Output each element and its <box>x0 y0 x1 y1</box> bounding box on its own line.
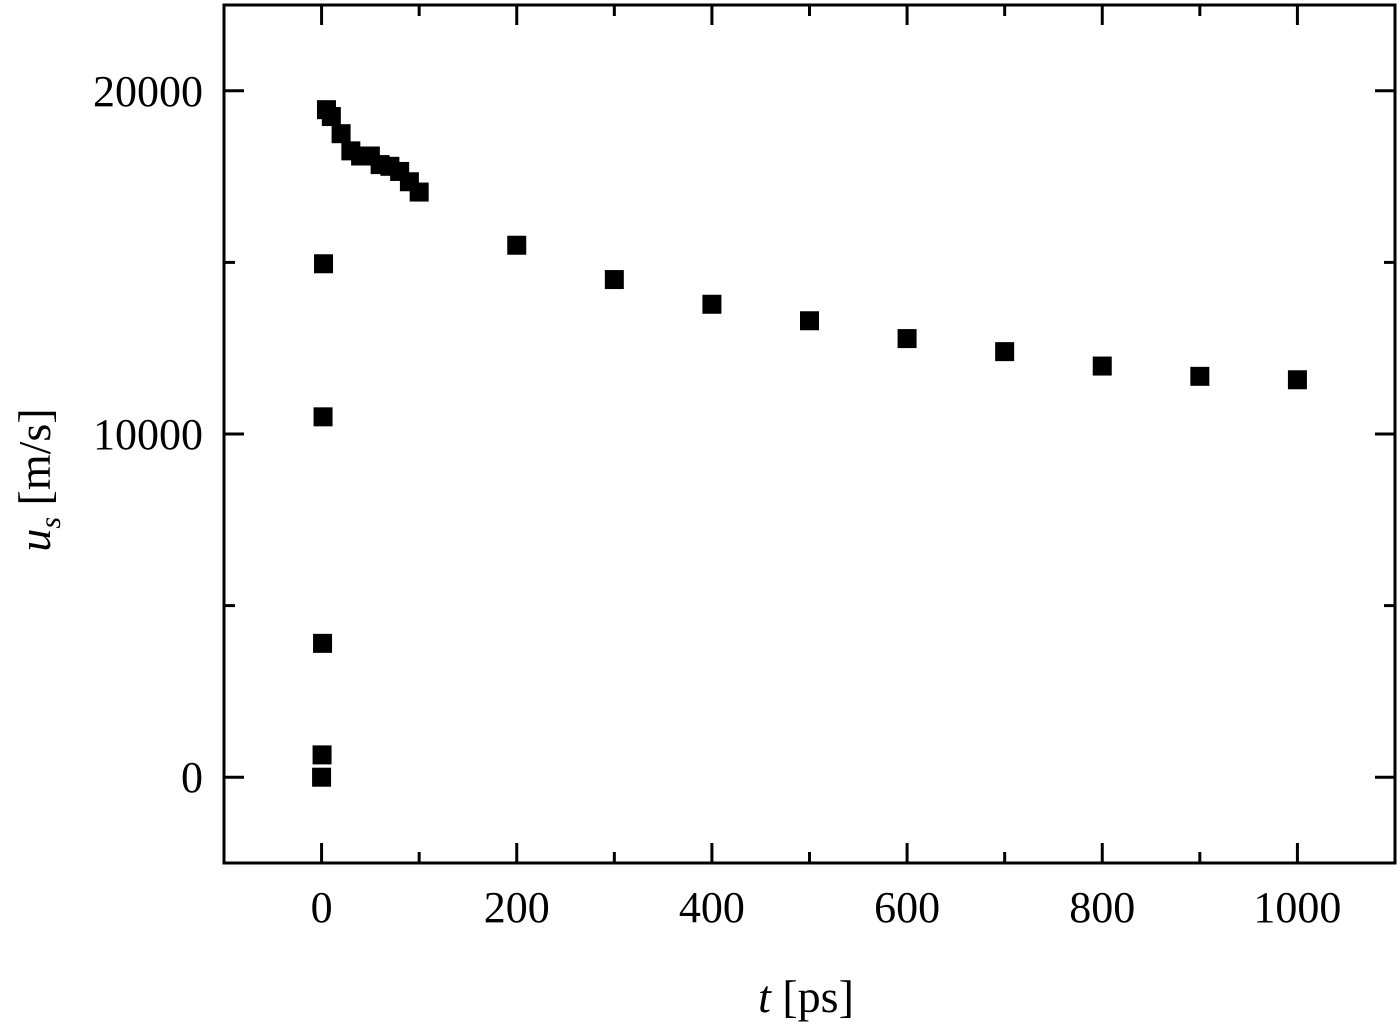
data-point <box>312 745 332 765</box>
data-point <box>507 235 527 255</box>
data-point <box>331 124 351 144</box>
x-tick-label: 800 <box>1069 883 1135 932</box>
x-axis-unit: [ps] <box>771 971 854 1022</box>
data-point <box>897 329 917 349</box>
y-axis-title: us [m/s] <box>9 408 67 551</box>
data-point <box>702 294 722 314</box>
data-point <box>604 270 624 290</box>
y-tick-label: 0 <box>181 753 203 802</box>
y-tick-label: 20000 <box>93 67 203 116</box>
data-point <box>1092 356 1112 376</box>
data-point <box>995 342 1015 362</box>
data-point <box>1287 370 1307 390</box>
data-point <box>800 311 819 331</box>
data-point <box>314 254 334 274</box>
y-axis-subscript: s <box>34 517 67 529</box>
y-axis-variable: u <box>9 529 60 552</box>
data-point <box>313 407 333 427</box>
x-axis-title: t [ps] <box>758 971 854 1022</box>
data-point <box>312 767 332 787</box>
data-point <box>321 107 341 127</box>
x-tick-label: 400 <box>679 883 745 932</box>
x-tick-label: 0 <box>311 883 333 932</box>
x-tick-label: 1000 <box>1253 883 1341 932</box>
x-axis-variable: t <box>758 971 772 1022</box>
data-point <box>409 182 429 202</box>
data-points <box>312 100 1307 787</box>
plot-frame <box>222 3 1397 865</box>
x-tick-label: 600 <box>874 883 940 932</box>
x-tick-label: 200 <box>484 883 550 932</box>
data-point <box>313 633 333 653</box>
y-axis-unit: [m/s] <box>9 408 60 517</box>
data-point <box>1190 366 1210 386</box>
y-tick-label: 10000 <box>93 410 203 459</box>
axis-ticks <box>222 5 1397 863</box>
